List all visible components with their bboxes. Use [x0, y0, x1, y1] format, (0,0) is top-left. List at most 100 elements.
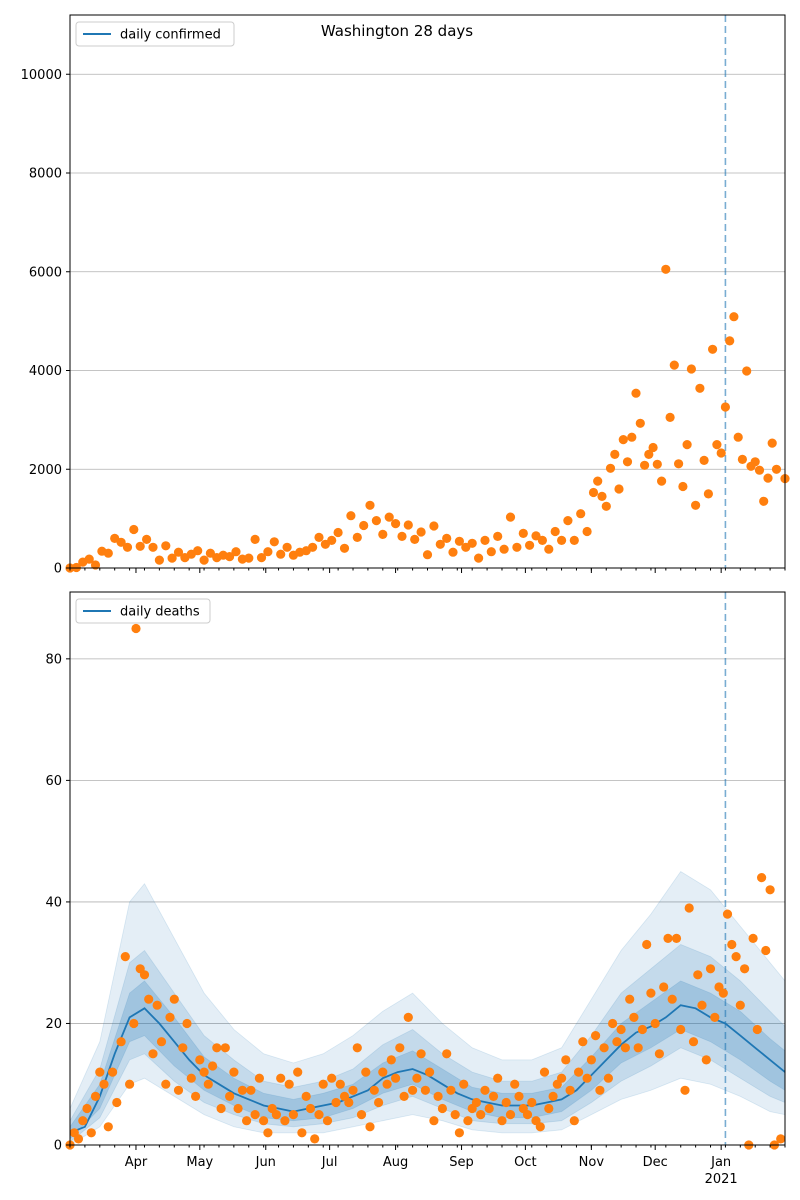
- confirmed-observed-point: [614, 484, 624, 494]
- deaths-observed-point: [442, 1049, 452, 1059]
- deaths-observed-point: [82, 1103, 92, 1114]
- deaths-observed-point: [99, 1079, 109, 1089]
- deaths-observed-point: [748, 933, 758, 944]
- confirmed-observed-point: [708, 344, 718, 354]
- deaths-observed-point: [139, 970, 150, 980]
- deaths-observed-point: [186, 1073, 196, 1083]
- confirmed-x-ticks: [69, 568, 786, 573]
- confirmed-observed-point: [269, 537, 279, 547]
- deaths-observed-point: [293, 1067, 303, 1077]
- confirmed-y-ticks: 0 2000 4000 6000 8000 10000: [21, 68, 70, 577]
- deaths-panel: 0 20 40 60 80 Apr May Jun Jul Aug Sep Oct Nov Dec Jan…: [45, 591, 786, 1187]
- confirmed-observed-point: [84, 554, 94, 564]
- confirmed-observed-point: [154, 555, 164, 565]
- deaths-observed-point: [90, 1091, 101, 1101]
- deaths-observed-point: [365, 1122, 375, 1132]
- confirmed-observed-point: [403, 520, 413, 530]
- confirmed-observed-point: [480, 535, 490, 546]
- x-tick-label: Dec: [643, 1155, 668, 1170]
- confirmed-observed-point: [593, 476, 603, 486]
- confirmed-observed-point: [771, 464, 782, 474]
- deaths-observed-point: [480, 1085, 490, 1095]
- confirmed-observed-point: [193, 546, 203, 556]
- deaths-observed-point: [735, 1000, 745, 1010]
- deaths-observed-point: [335, 1079, 345, 1089]
- deaths-observed-point: [697, 1000, 707, 1010]
- confirmed-observed-point: [678, 481, 688, 492]
- deaths-observed-point: [740, 964, 750, 974]
- deaths-observed-point: [120, 952, 130, 962]
- x-year-label: 2021: [705, 1172, 738, 1187]
- confirmed-y-tick-label: 6000: [29, 265, 62, 280]
- deaths-observed-point: [310, 1134, 320, 1144]
- confirmed-observed-point: [167, 553, 177, 563]
- deaths-observed-point: [565, 1085, 575, 1095]
- confirmed-panel: 0 2000 4000 6000 8000 10000 daily confirmed: [21, 14, 790, 577]
- deaths-y-ticks: 0 20 40 60 80: [45, 652, 70, 1154]
- deaths-observed-point: [165, 1012, 175, 1023]
- confirmed-observed-point: [563, 516, 573, 526]
- deaths-observed-point: [629, 1012, 639, 1023]
- confirmed-observed-point: [442, 533, 452, 544]
- deaths-observed-point: [505, 1110, 516, 1120]
- deaths-observed-point: [582, 1073, 592, 1083]
- deaths-observed-point: [454, 1128, 464, 1138]
- deaths-observed-point: [116, 1037, 126, 1047]
- deaths-observed-point: [78, 1116, 88, 1126]
- confirmed-observed-point: [610, 449, 620, 459]
- confirmed-observed-point: [250, 534, 260, 545]
- deaths-observed-point: [369, 1085, 379, 1095]
- confirmed-observed-point: [750, 457, 760, 467]
- confirmed-observed-point: [339, 543, 350, 553]
- deaths-observed-point: [429, 1116, 439, 1126]
- deaths-observed-point: [693, 970, 703, 980]
- deaths-observed-point: [108, 1067, 118, 1077]
- confirmed-observed-point: [122, 542, 133, 552]
- confirmed-observed-point: [359, 520, 369, 531]
- deaths-observed-point: [757, 873, 767, 883]
- deaths-observed-point: [578, 1037, 588, 1047]
- deaths-observed-point: [501, 1097, 511, 1108]
- deaths-observed-point: [569, 1116, 579, 1126]
- deaths-marks: [65, 592, 786, 1150]
- x-tick-label: Apr: [125, 1155, 148, 1170]
- confirmed-observed-point: [148, 542, 158, 552]
- deaths-observed-point: [246, 1085, 256, 1095]
- deaths-observed-point: [591, 1031, 601, 1041]
- deaths-observed-point: [688, 1037, 699, 1047]
- confirmed-observed-point: [661, 264, 671, 274]
- confirmed-observed-point: [712, 440, 722, 450]
- confirmed-observed-point: [129, 524, 139, 535]
- confirmed-observed-point: [669, 360, 679, 370]
- deaths-observed-point: [327, 1073, 337, 1083]
- confirmed-observed-point: [454, 536, 464, 546]
- confirmed-observed-point: [652, 459, 662, 469]
- deaths-observed-point: [620, 1043, 631, 1053]
- deaths-observed-point: [701, 1055, 711, 1065]
- deaths-observed-point: [522, 1110, 533, 1120]
- deaths-observed-point: [433, 1091, 443, 1101]
- deaths-observed-point: [667, 994, 677, 1004]
- deaths-observed-point: [765, 885, 775, 895]
- deaths-observed-point: [437, 1103, 447, 1114]
- confirmed-y-tick-label: 4000: [29, 364, 62, 379]
- confirmed-observed-point: [640, 460, 650, 470]
- confirmed-observed-point: [569, 535, 579, 546]
- confirmed-observed-point: [384, 512, 394, 522]
- deaths-observed-point: [237, 1085, 247, 1095]
- deaths-observed-point: [450, 1110, 460, 1120]
- deaths-observed-point: [603, 1073, 614, 1083]
- deaths-observed-point: [722, 909, 733, 919]
- confirmed-observed-point: [512, 542, 522, 552]
- confirmed-observed-point: [173, 547, 184, 557]
- deaths-observed-point: [203, 1079, 213, 1089]
- deaths-observed-point: [471, 1097, 481, 1108]
- confirmed-observed-point: [635, 418, 645, 428]
- deaths-observed-point: [86, 1128, 96, 1138]
- deaths-observed-point: [416, 1049, 426, 1059]
- confirmed-observed-point: [627, 432, 637, 442]
- confirmed-observed-point: [199, 555, 209, 565]
- deaths-observed-point: [318, 1079, 328, 1089]
- deaths-observed-point: [125, 1079, 135, 1089]
- deaths-observed-point: [676, 1024, 686, 1035]
